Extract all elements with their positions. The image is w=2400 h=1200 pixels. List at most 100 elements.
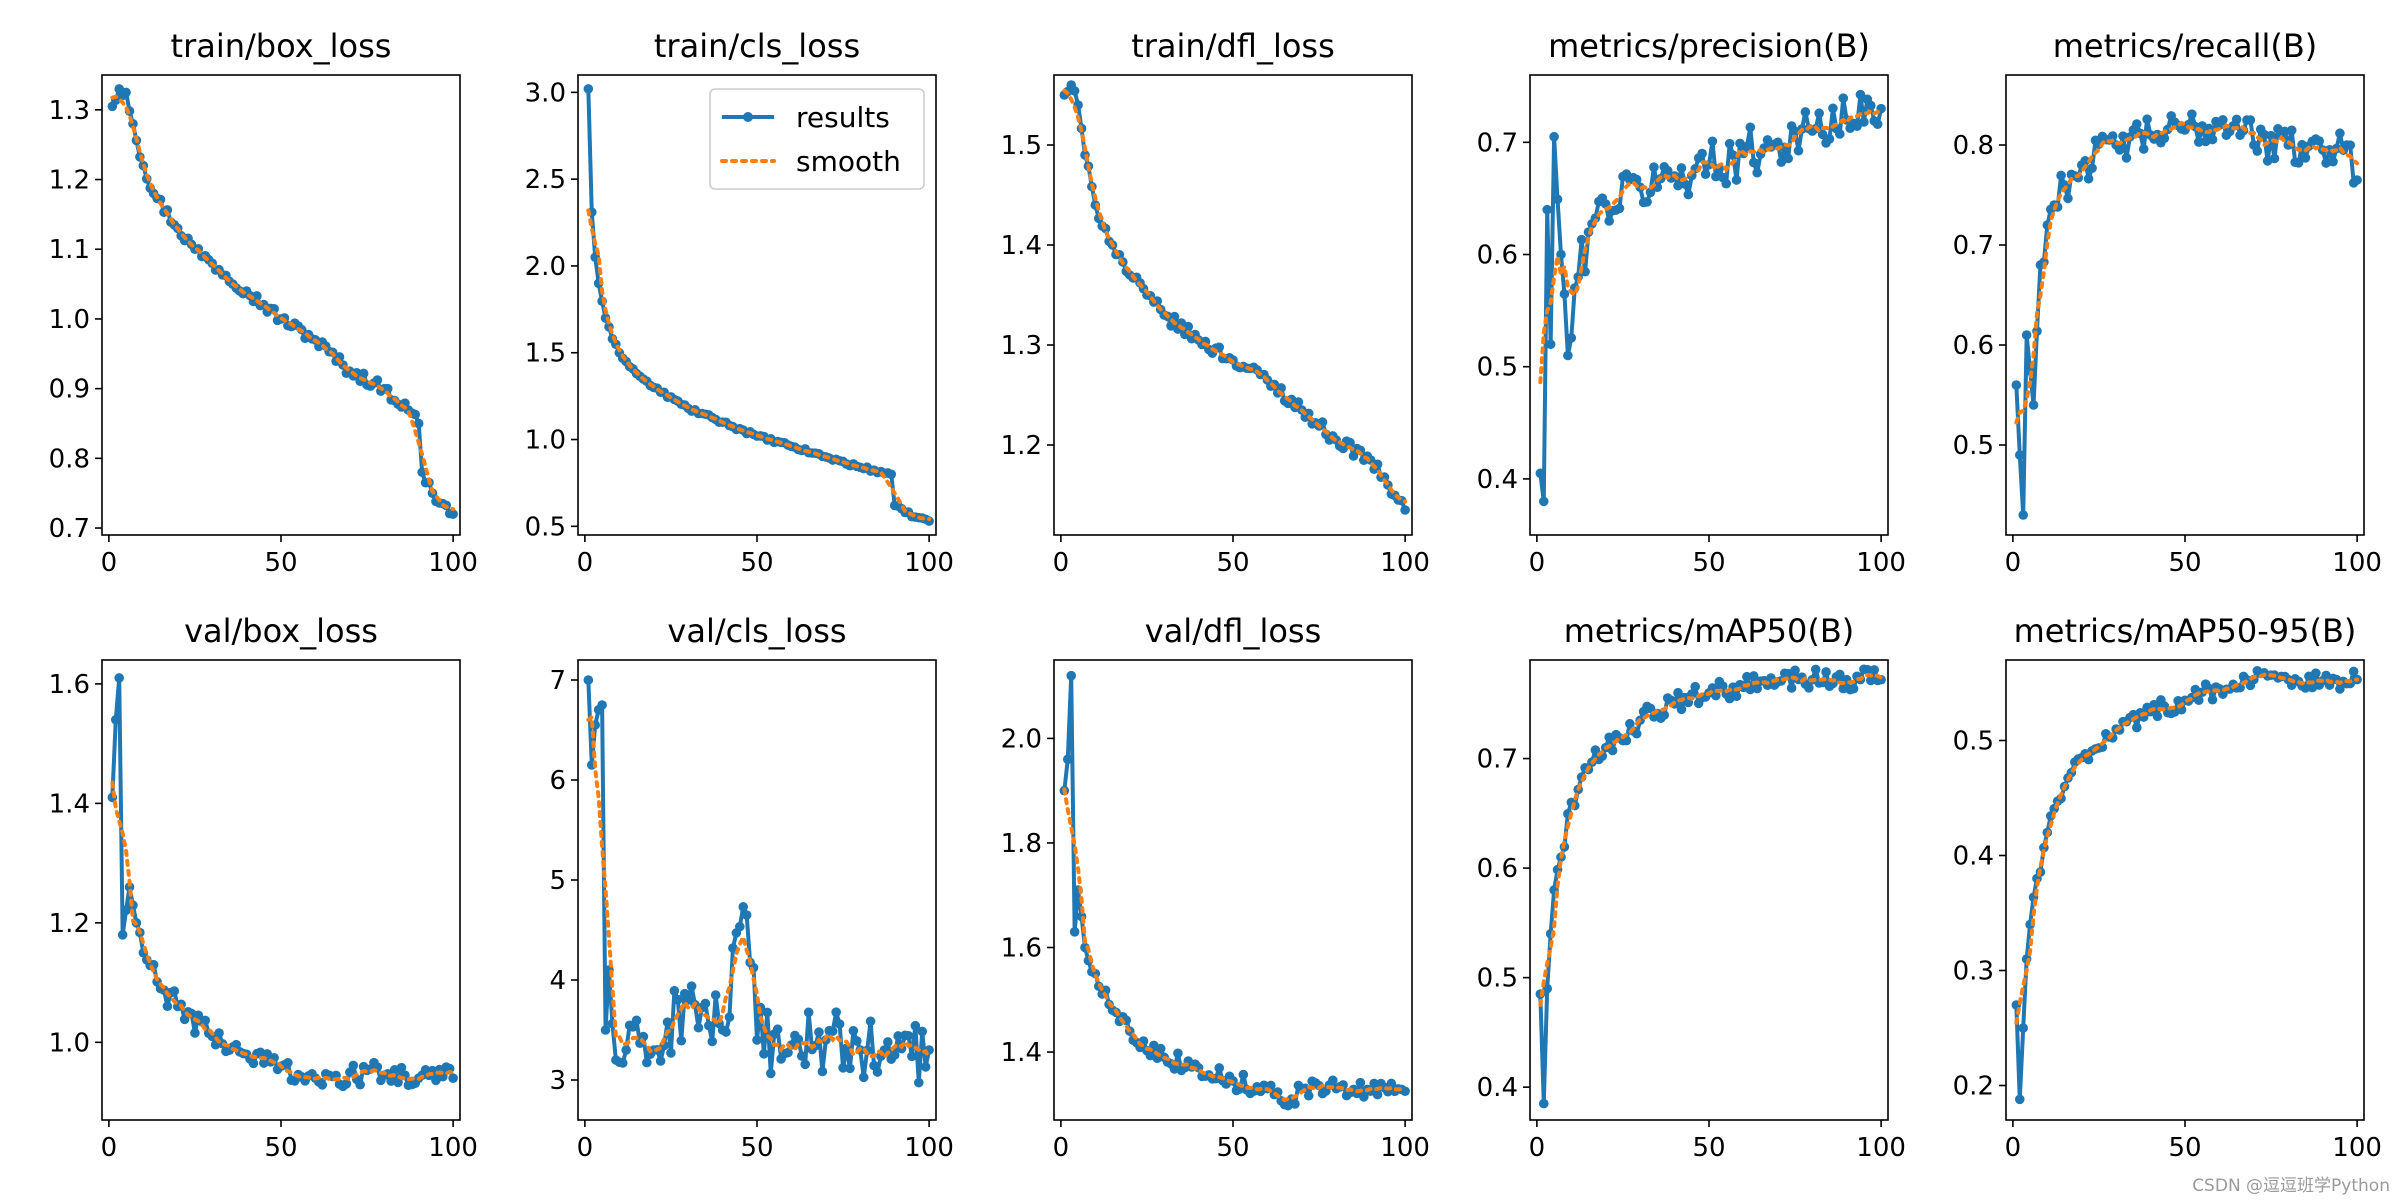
results-point [355, 1079, 365, 1090]
results-point [903, 1030, 914, 1041]
plot-area [107, 84, 458, 519]
results-point [886, 469, 897, 480]
results-point [765, 1068, 776, 1079]
results-point [2138, 144, 2149, 154]
results-point [707, 1036, 718, 1047]
smooth-line [1538, 672, 1884, 1007]
results-point [169, 986, 180, 996]
results-point [283, 1057, 293, 1068]
results-point [920, 1062, 931, 1072]
subplot-4: metrics/precision(B) 0 50 100 0.4 0.5 0.6 0.7 [1477, 27, 1906, 578]
watermark: CSDN @逗逗班学Python [2192, 1176, 2390, 1196]
results-point [2269, 153, 2280, 164]
results-point [741, 910, 752, 920]
results-point [2014, 1094, 2025, 1105]
plot-area [1059, 80, 1410, 515]
results-point [2132, 119, 2142, 129]
x-tick-label: 50 [1692, 548, 1725, 578]
results-point [1173, 1048, 1183, 1059]
results-point [1724, 138, 1735, 149]
results-point [1676, 704, 1687, 715]
subplot-9: metrics/mAP50(B) 0 50 100 0.4 0.5 0.6 0.7 [1477, 612, 1906, 1163]
legend-box [709, 88, 925, 190]
results-point [1662, 165, 1673, 176]
results-point [2142, 114, 2152, 125]
results-point [1783, 153, 1793, 164]
results-point [1700, 169, 1711, 180]
results-point [783, 1047, 793, 1058]
results-point [1690, 681, 1701, 692]
smooth-line [1062, 88, 1408, 504]
results-point [738, 902, 749, 912]
y-tick-label: 0.5 [1477, 353, 1518, 383]
results-point [2018, 1023, 2029, 1033]
y-tick-label: 2.0 [525, 252, 566, 282]
results-point [1400, 505, 1410, 515]
results-point [1773, 137, 1783, 148]
results-point [1865, 100, 1876, 111]
results-point [669, 985, 680, 996]
results-point [2056, 170, 2066, 181]
results-point [2011, 380, 2022, 390]
results-line [110, 675, 456, 1089]
results-point [1711, 690, 1721, 701]
results-point [1742, 141, 1752, 152]
results-point [676, 1035, 687, 1046]
results-point [1538, 1098, 1549, 1109]
results-point [1676, 163, 1687, 173]
results-point [121, 87, 131, 98]
x-tick-label: 0 [101, 1133, 118, 1163]
y-tick-label: 1.4 [49, 789, 90, 819]
results-point [1814, 108, 1824, 119]
results-point [1645, 703, 1656, 714]
results-point [1214, 1063, 1225, 1073]
y-tick-label: 0.2 [1953, 1072, 1994, 1102]
y-tick-label: 0.7 [49, 514, 90, 544]
plot-area [1535, 89, 1886, 507]
smooth-line [1062, 787, 1408, 1103]
results-point [2311, 668, 2321, 678]
results-point [2087, 163, 2097, 173]
y-tick-label: 3 [549, 1066, 566, 1096]
results-point [1855, 89, 1866, 100]
results-point [1804, 683, 1814, 693]
axes-frame [2005, 659, 2365, 1121]
results-point [1386, 1078, 1397, 1089]
axes-frame [101, 74, 461, 536]
results-point [1345, 437, 1355, 448]
plot-area [1535, 664, 1886, 1109]
results-point [673, 994, 683, 1005]
x-tick-label: 0 [1053, 548, 1070, 578]
subplot-title: metrics/recall(B) [2053, 27, 2318, 65]
results-point [1348, 451, 1359, 461]
x-tick-label: 0 [1053, 1133, 1070, 1163]
subplot-8: val/dfl_loss 0 50 100 1.4 1.6 1.8 2.0 [1001, 612, 1430, 1163]
plot-area [107, 673, 458, 1092]
legend-results-label: results [796, 101, 890, 134]
y-tick-label: 2.0 [1001, 724, 1042, 754]
results-point [1835, 129, 1845, 139]
results-point [1673, 687, 1683, 698]
results-point [1535, 468, 1546, 479]
results-point [817, 1066, 828, 1077]
results-point [341, 1079, 352, 1089]
results-point [2159, 133, 2170, 144]
results-point [1359, 1092, 1369, 1102]
subplot-title: val/box_loss [184, 612, 378, 650]
results-point [889, 1050, 900, 1060]
subplot-5: metrics/recall(B) 0 50 100 0.5 0.6 0.7 0.8 [1953, 27, 2382, 578]
results-point [693, 1022, 704, 1033]
subplot-10: metrics/mAP50-95(B) 0 50 100 0.2 0.3 0.4 0.5 [1953, 612, 2382, 1163]
results-line [1538, 667, 1882, 1106]
x-tick-label: 100 [2332, 1133, 2382, 1163]
x-tick-label: 50 [1692, 1133, 1725, 1163]
results-point [1614, 203, 1625, 214]
results-point [858, 1072, 869, 1083]
x-tick-label: 50 [264, 548, 297, 578]
x-tick-label: 50 [1216, 1133, 1249, 1163]
y-tick-label: 0.8 [49, 444, 90, 474]
results-point [666, 1048, 676, 1058]
subplot-1: train/box_loss 0 50 100 0.7 0.8 0.9 1.0 1.1 1.2 1.… [49, 27, 478, 578]
subplot-title: val/dfl_loss [1145, 612, 1322, 650]
results-point [2335, 684, 2345, 694]
